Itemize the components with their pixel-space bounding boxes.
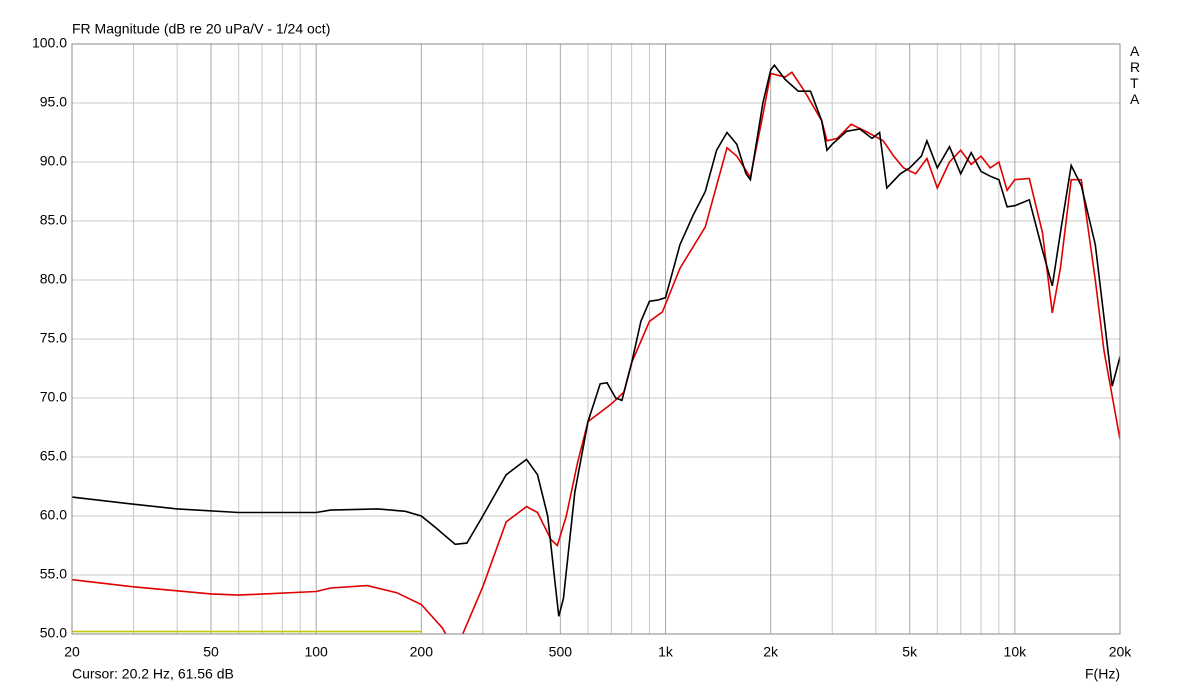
x-tick-label: 20: [64, 644, 80, 660]
y-tick-label: 60.0: [40, 507, 67, 523]
x-tick-label: 500: [549, 644, 573, 660]
x-tick-label: 20k: [1109, 644, 1133, 660]
x-tick-label: 200: [410, 644, 434, 660]
x-axis-label: F(Hz): [1085, 666, 1120, 682]
series-line: [72, 71, 1120, 634]
y-tick-label: 65.0: [40, 448, 67, 464]
y-tick-label: 95.0: [40, 94, 67, 110]
plot: [72, 63, 1120, 634]
x-tick-label: 100: [304, 644, 328, 660]
grid: [71, 43, 1121, 635]
y-tick-label: 90.0: [40, 153, 67, 169]
x-tick-label: 10k: [1004, 644, 1028, 660]
cursor-readout: Cursor: 20.2 Hz, 61.56 dB: [72, 666, 234, 682]
y-tick-label: 75.0: [40, 330, 67, 346]
y-tick-label: 100.0: [32, 35, 67, 51]
y-tick-label: 80.0: [40, 271, 67, 287]
y-tick-label: 50.0: [40, 625, 67, 641]
x-tick-label: 50: [203, 644, 219, 660]
y-tick-label: 55.0: [40, 566, 67, 582]
series-line: [72, 63, 1120, 617]
x-tick-label: 2k: [763, 644, 779, 660]
chart-title: FR Magnitude (dB re 20 uPa/V - 1/24 oct): [72, 21, 330, 37]
x-tick-label: 1k: [658, 644, 674, 660]
x-tick-label: 5k: [902, 644, 918, 660]
y-tick-label: 85.0: [40, 212, 67, 228]
y-tick-label: 70.0: [40, 389, 67, 405]
plot-frame: [71, 43, 1121, 635]
